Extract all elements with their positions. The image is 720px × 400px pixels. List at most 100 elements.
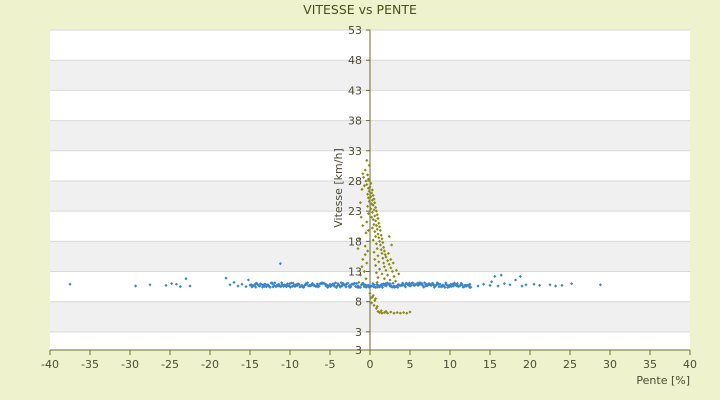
data-point [394,279,398,283]
data-point [370,226,374,230]
data-point [482,282,486,286]
data-point [378,243,382,247]
data-point [372,222,376,227]
data-point [371,193,375,198]
data-point [178,285,182,289]
data-point [381,240,385,245]
data-point [365,182,369,187]
y-tick-label: 8 [355,296,362,309]
data-points [68,158,602,315]
data-point [246,278,250,282]
y-tick-label: 33 [348,145,362,158]
data-point [369,207,373,211]
data-point [188,284,192,288]
data-point [362,283,366,287]
data-point [170,281,174,286]
data-point [407,281,411,285]
data-point [411,281,415,285]
data-point [387,262,391,266]
data-point [378,267,382,271]
data-point [385,281,389,285]
data-point [374,271,378,275]
data-point [366,186,370,190]
data-point [289,281,293,285]
data-point [325,283,329,287]
data-point [384,268,388,272]
data-point [362,184,366,188]
data-point [274,284,278,289]
data-point [378,310,382,315]
data-point [427,282,432,286]
data-point [524,283,528,287]
data-point [394,268,398,272]
data-point [378,285,382,289]
data-point [360,187,364,191]
x-tick-label: -35 [81,358,99,371]
data-point [373,285,377,289]
data-point [366,204,370,208]
data-point [373,298,377,303]
data-point [436,282,440,286]
data-point [367,163,371,167]
y-tick-label: 38 [348,115,362,128]
data-point [359,283,363,287]
data-point [377,260,381,264]
x-tick-label: 5 [407,358,414,371]
data-point [390,269,394,274]
data-point [366,196,370,200]
data-point [370,198,374,202]
data-point [389,266,393,270]
data-point [372,250,376,254]
data-point [68,282,72,286]
data-point [366,192,370,196]
data-point [372,303,376,307]
data-point [263,282,267,286]
data-point [376,216,380,220]
data-point [374,209,378,213]
data-point [406,283,410,287]
data-point [374,306,378,310]
data-point [373,214,377,218]
x-tick-label: 25 [563,358,577,371]
data-point [367,199,371,204]
data-point [403,285,408,289]
data-point [134,284,138,288]
data-point [458,283,462,288]
data-point [455,281,459,286]
x-tick-label: 20 [523,358,537,371]
data-point [381,256,385,260]
data-point [255,281,259,285]
data-point [380,237,384,241]
data-point [365,220,369,224]
data-point [386,259,390,263]
data-point [366,249,370,253]
data-point [409,283,413,287]
data-point [397,272,401,276]
data-point [532,282,536,286]
y-tick-label: 28 [348,175,362,188]
data-point [369,195,373,199]
data-point [370,188,374,192]
data-point [357,280,361,284]
data-point [384,255,388,259]
data-point [281,283,285,287]
data-point [253,283,257,287]
y-tick-label: 43 [348,84,362,97]
data-point [366,177,370,181]
data-point [374,219,378,223]
x-tick-label: 10 [443,358,457,371]
data-point [469,285,473,289]
data-point [445,283,449,287]
data-point [466,283,470,287]
data-point [459,281,463,285]
data-point [382,283,386,287]
data-point [266,283,270,287]
data-point [372,208,376,212]
data-point [333,281,338,285]
data-point [374,224,378,228]
data-point [382,245,386,249]
data-point [570,281,574,286]
data-point [359,215,363,219]
data-point [314,284,318,288]
